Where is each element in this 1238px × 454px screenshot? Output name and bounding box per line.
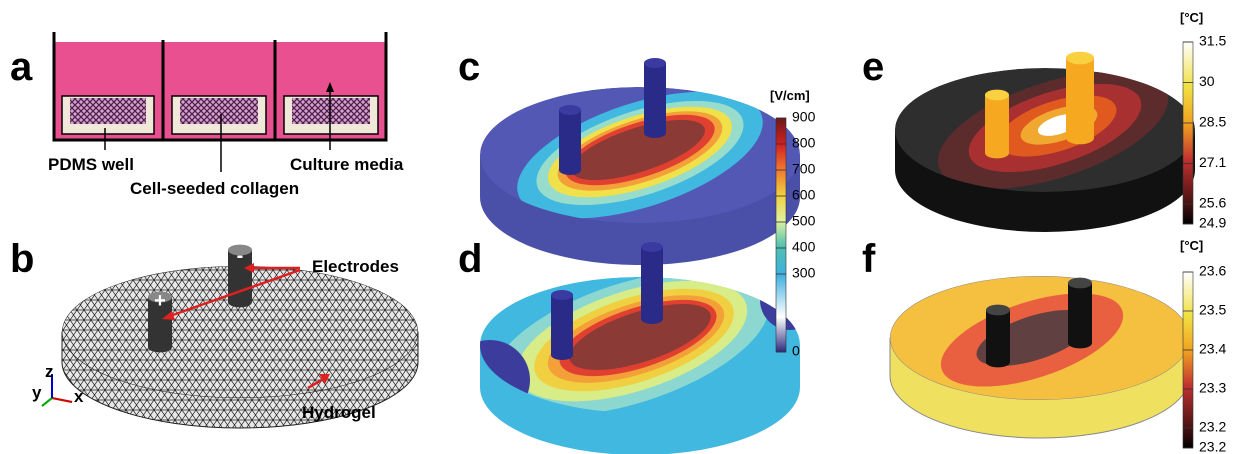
panel-label: f (862, 237, 876, 281)
colorbar-tick-label: 30 (1199, 73, 1215, 89)
colorbar-tick-label: 23.5 (1199, 302, 1226, 318)
axis-label: x (74, 387, 84, 406)
colorbar-tick-label: 23.3 (1199, 380, 1226, 396)
electrode (985, 147, 1009, 159)
panel-label: c (458, 45, 480, 89)
electrode (985, 95, 1009, 153)
electrode-top (985, 89, 1009, 101)
electrode-top (1068, 277, 1092, 289)
electrode (641, 314, 663, 324)
electrode-top (644, 58, 666, 68)
colorbar-tick-label: 500 (792, 213, 816, 229)
annotation: Electrodes (312, 257, 399, 276)
disc: +- (61, 244, 419, 429)
colorbar-tick-label: 27.1 (1199, 154, 1226, 170)
annotation: PDMS well (48, 155, 134, 174)
electrode-top (551, 290, 573, 300)
colorbar-tick-label: 600 (792, 187, 816, 203)
colorbar (775, 117, 787, 353)
disc-top (895, 68, 1195, 192)
electrode-top (228, 244, 252, 256)
colorbar-tick-label: 28.5 (1199, 114, 1226, 130)
electrode (148, 297, 172, 347)
colorbar-tick-label: 900 (792, 109, 816, 125)
axis-label: y (32, 383, 42, 402)
colorbar-tick-label: 23.2 (1199, 439, 1226, 454)
electrode-top (1066, 51, 1094, 65)
electrode-top (641, 242, 663, 252)
electrode (228, 296, 252, 308)
disc (480, 58, 800, 265)
electrode (986, 356, 1010, 368)
electrode-sign: + (154, 290, 166, 312)
electrode (644, 63, 666, 133)
colorbar-tick-label: 700 (792, 161, 816, 177)
electrode-top (559, 105, 581, 115)
electrode (551, 350, 573, 360)
annotation: Cell-seeded collagen (130, 179, 299, 198)
axis-label: z (45, 362, 54, 381)
disc (480, 242, 800, 454)
disc-top (480, 87, 800, 223)
electrode (1068, 337, 1092, 349)
panel-label: a (10, 45, 33, 89)
annotation-arrows (162, 263, 330, 390)
colorbar (1182, 41, 1194, 225)
colorbar-tick-label: 800 (792, 135, 816, 151)
disc (889, 276, 1191, 439)
culture-well-schematic (52, 32, 388, 172)
electrode (148, 341, 172, 353)
simulation-discs: +- (61, 51, 1195, 454)
colorbar-unit: [°C] (1180, 238, 1203, 253)
panel-label: d (458, 237, 482, 281)
colorbar (1182, 271, 1194, 449)
colorbar-tick-label: 300 (792, 265, 816, 281)
colorbars: [V/cm] 900 800 700 600 500 400 300 0 [°C] 31.5 30 28… (770, 10, 1226, 454)
electrode (1068, 283, 1092, 343)
colorbar-tick-label: 31.5 (1199, 33, 1226, 49)
electrode (551, 295, 573, 355)
electrode (986, 310, 1010, 362)
electrode-top (148, 291, 172, 303)
colorbar-tick-label: 23.4 (1199, 341, 1226, 357)
disc (895, 51, 1195, 232)
panel-label: b (10, 237, 34, 281)
electrode-top (986, 304, 1010, 316)
annotation: Hydrogel (302, 403, 376, 422)
electrode-sign: - (237, 245, 244, 267)
electrode (559, 165, 581, 175)
field-region (569, 304, 711, 370)
disc-top (480, 277, 800, 413)
axis-triad (41, 374, 73, 407)
colorbar-tick-label: 23.6 (1199, 263, 1226, 279)
colorbar-tick-label: 23.2 (1199, 419, 1226, 435)
electrode (559, 110, 581, 170)
field-region (571, 119, 705, 181)
annotation: Culture media (290, 155, 404, 174)
colorbar-tick-label: 24.9 (1199, 215, 1226, 231)
electrode (1066, 58, 1094, 138)
electrode (644, 128, 666, 138)
colorbar-unit: [V/cm] (770, 88, 810, 103)
colorbar-tick-label: 0 (792, 343, 800, 359)
colorbar-tick-label: 25.6 (1199, 195, 1226, 211)
colorbar-unit: [°C] (1180, 10, 1203, 25)
colorbar-tick-label: 400 (792, 239, 816, 255)
electrode (641, 247, 663, 319)
electrode (1066, 131, 1094, 145)
panel-label: e (862, 45, 884, 89)
